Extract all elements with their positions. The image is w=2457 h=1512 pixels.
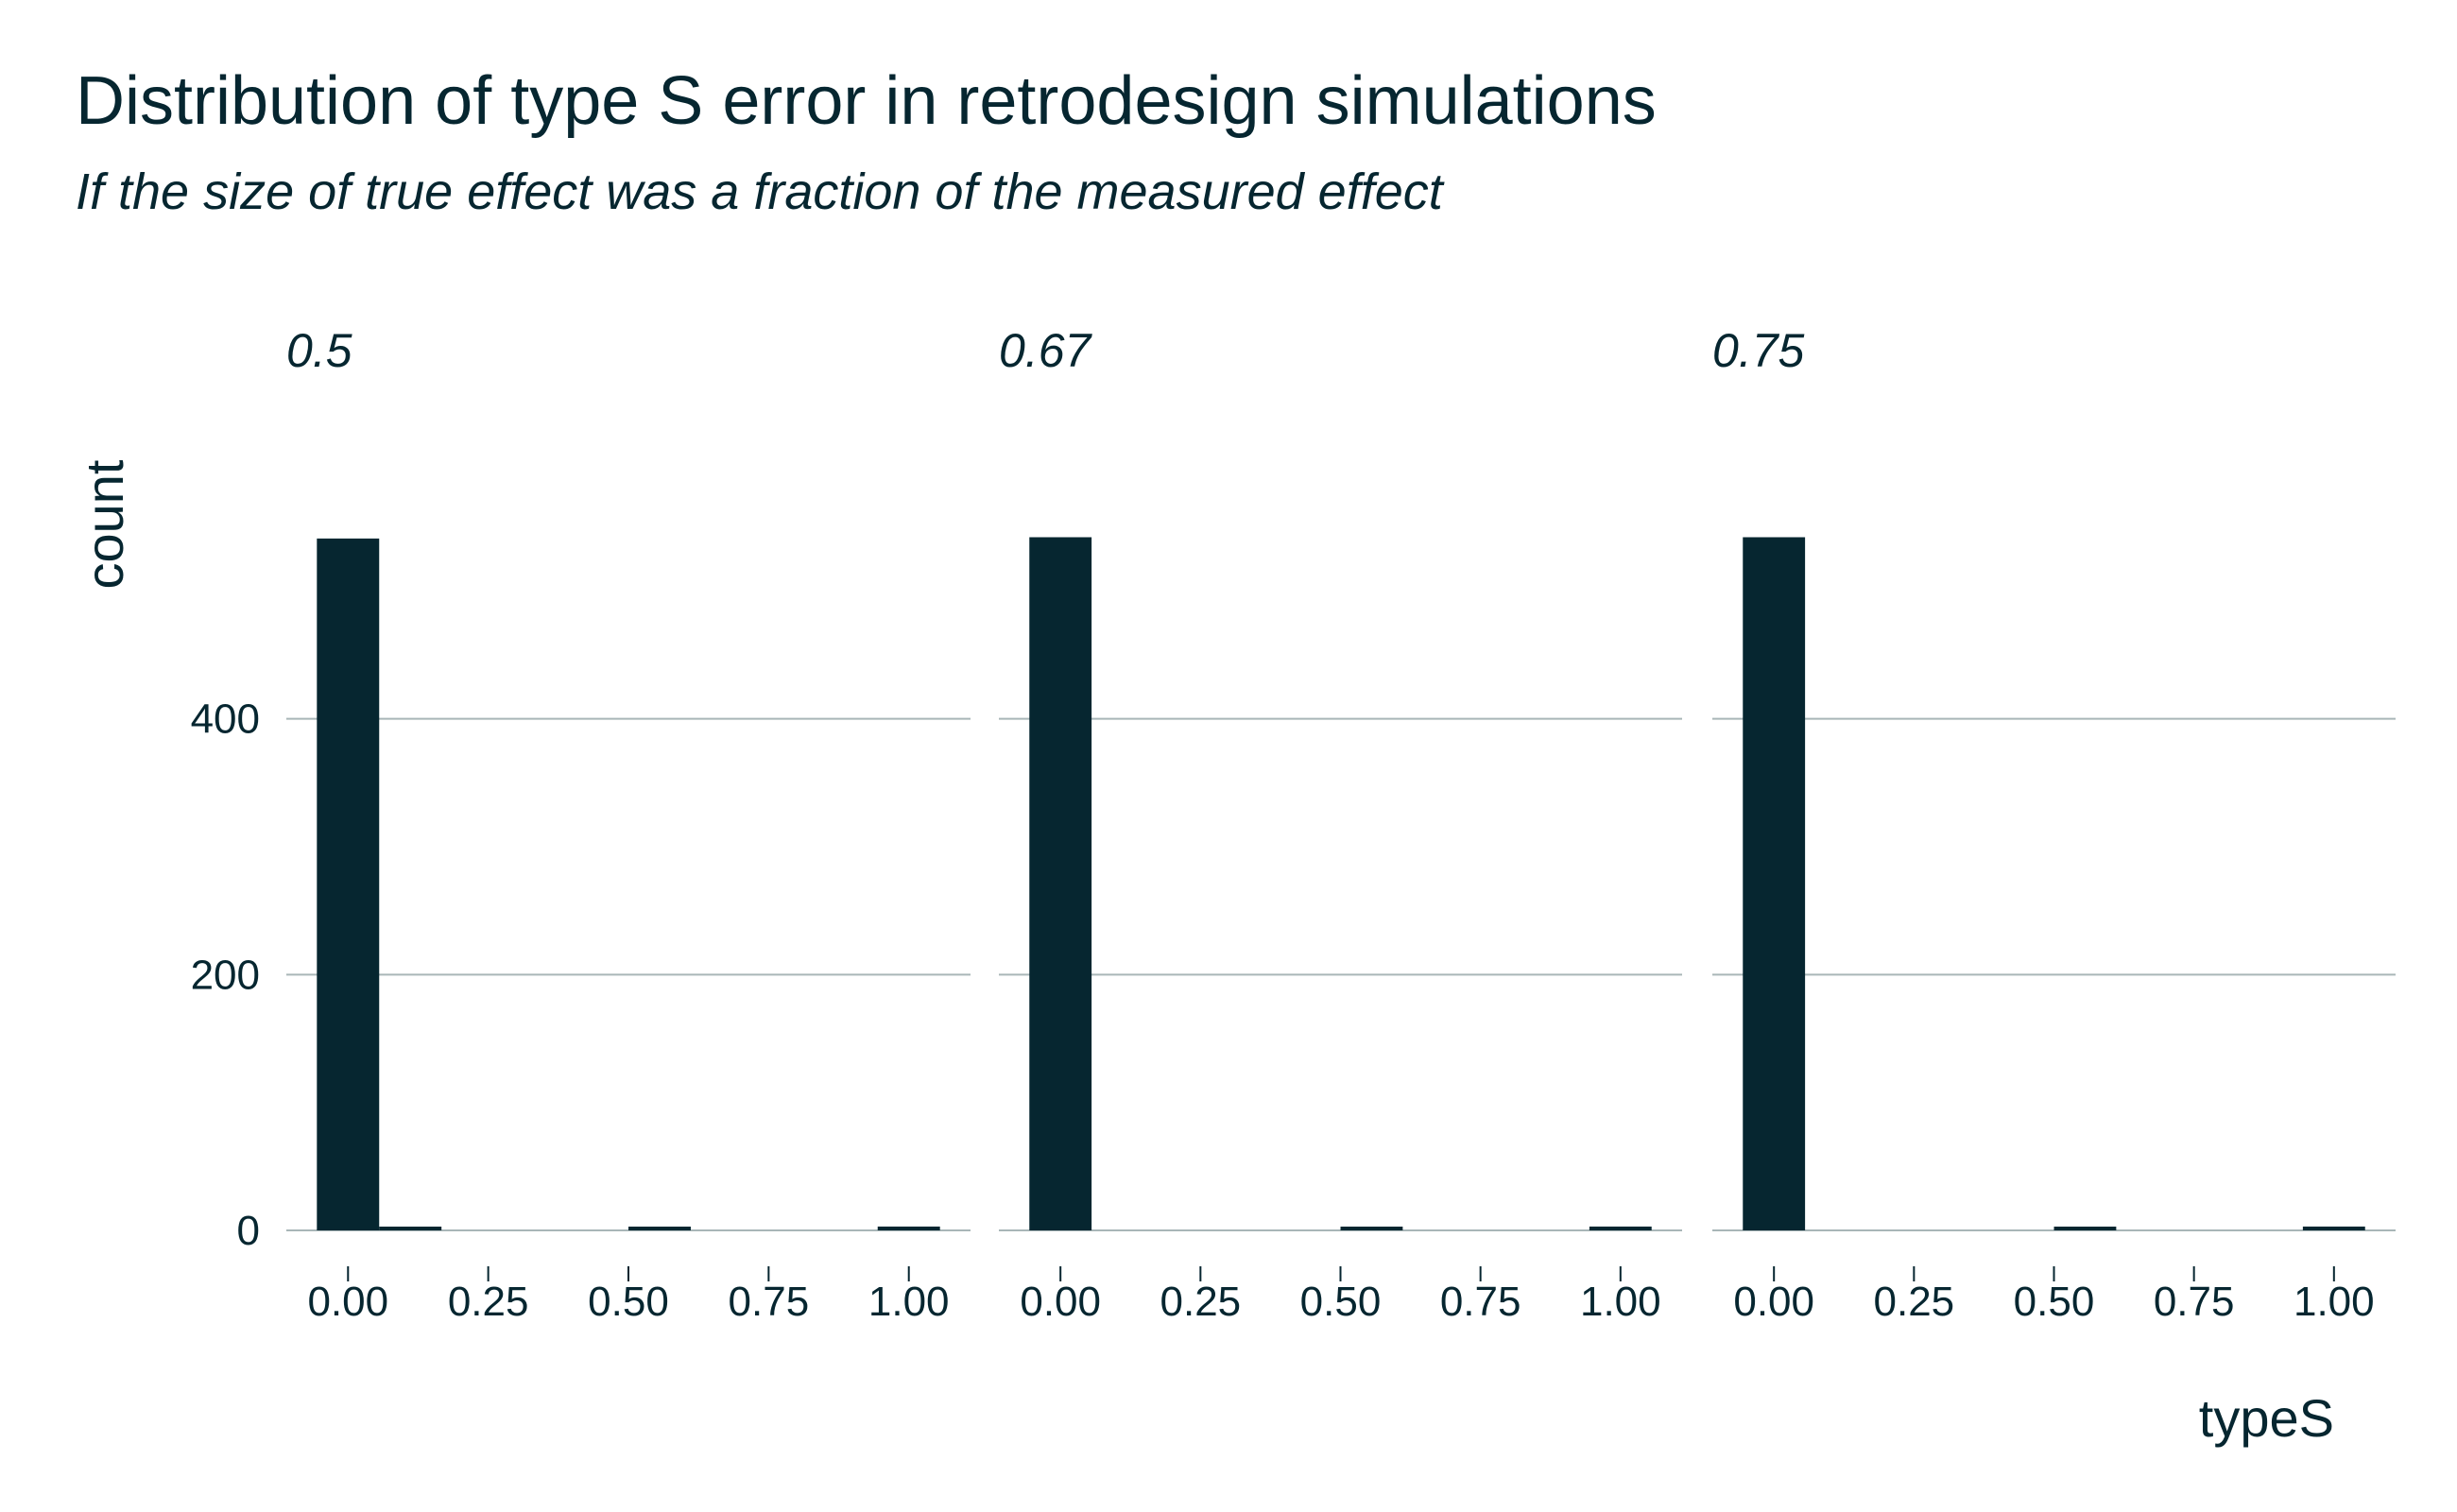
facet-label: 0.67	[999, 324, 1093, 377]
histogram-bar	[2053, 1227, 2117, 1230]
y-tick-label: 200	[191, 952, 260, 998]
facet-label: 0.75	[1712, 324, 1805, 377]
x-tick-label: 0.75	[2154, 1279, 2235, 1325]
chart-subtitle: If the size of true effect was a fractio…	[76, 163, 1443, 220]
x-tick-label: 0.50	[588, 1279, 669, 1325]
y-axis-title: count	[75, 459, 134, 589]
x-tick-label: 0.75	[729, 1279, 810, 1325]
histogram-bar	[379, 1227, 442, 1230]
x-tick-label: 1.00	[1580, 1279, 1661, 1325]
histogram-bar	[1589, 1226, 1652, 1230]
x-tick-label: 0.00	[1733, 1279, 1814, 1325]
histogram-bar	[877, 1226, 940, 1230]
histogram-bar	[628, 1227, 691, 1230]
x-axis-title: typeS	[2199, 1388, 2334, 1448]
histogram-bar	[1340, 1227, 1403, 1230]
x-tick-label: 0.25	[448, 1279, 529, 1325]
x-tick-label: 1.00	[868, 1279, 950, 1325]
x-tick-label: 0.25	[1874, 1279, 1955, 1325]
y-tick-label: 400	[191, 696, 260, 743]
x-tick-label: 0.00	[1020, 1279, 1101, 1325]
chart-title: Distribution of type S error in retrodes…	[76, 63, 1657, 139]
x-tick-label: 1.00	[2294, 1279, 2375, 1325]
x-tick-label: 0.25	[1160, 1279, 1242, 1325]
y-tick-label: 0	[237, 1208, 260, 1254]
x-tick-label: 0.50	[1300, 1279, 1382, 1325]
facet-label: 0.5	[286, 324, 352, 377]
histogram-bar	[2302, 1226, 2365, 1230]
histogram-bar	[317, 538, 380, 1230]
histogram-bar	[1743, 537, 1806, 1230]
x-tick-label: 0.00	[307, 1279, 388, 1325]
histogram-bar	[1029, 537, 1092, 1230]
x-tick-label: 0.50	[2014, 1279, 2095, 1325]
x-tick-label: 0.75	[1440, 1279, 1521, 1325]
